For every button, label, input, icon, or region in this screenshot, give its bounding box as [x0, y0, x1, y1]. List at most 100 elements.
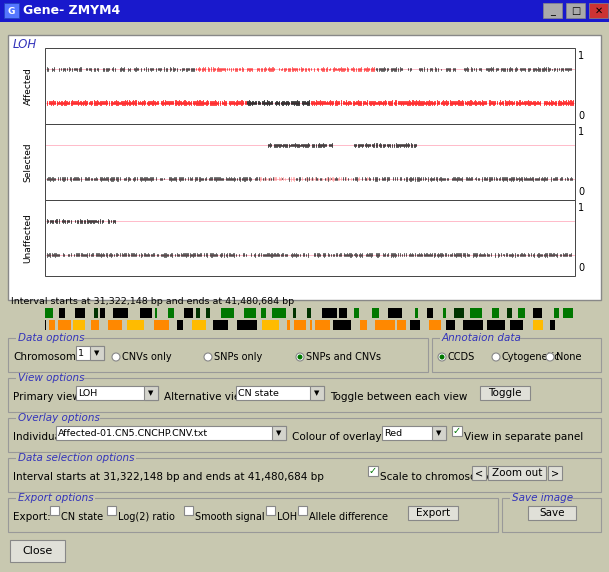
Text: Chromosome: Chromosome: [13, 352, 82, 362]
Text: Selected: Selected: [24, 142, 32, 182]
Text: SNPs and CNVs: SNPs and CNVs: [306, 352, 381, 362]
Text: LOH: LOH: [277, 512, 297, 522]
Text: ✓: ✓: [369, 466, 377, 476]
Bar: [76, 346, 104, 360]
Bar: [113, 308, 128, 318]
Bar: [236, 386, 324, 400]
Bar: [45, 200, 575, 276]
Bar: [76, 386, 158, 400]
Text: Data selection options: Data selection options: [18, 453, 135, 463]
Text: CNVs only: CNVs only: [122, 352, 172, 362]
Bar: [75, 308, 85, 318]
Text: ✕: ✕: [594, 6, 602, 16]
Bar: [463, 320, 483, 330]
Bar: [566, 3, 585, 18]
Text: LOH: LOH: [78, 388, 97, 398]
Text: ▼: ▼: [436, 430, 442, 436]
Bar: [206, 308, 210, 318]
Text: Individual: Individual: [13, 432, 64, 442]
Bar: [8, 418, 601, 452]
Text: Log(2) ratio: Log(2) ratio: [118, 512, 175, 522]
Bar: [410, 320, 420, 330]
Text: CCDS: CCDS: [448, 352, 475, 362]
Text: 1: 1: [578, 127, 584, 137]
Bar: [554, 308, 559, 318]
Bar: [443, 308, 446, 318]
Bar: [452, 426, 462, 436]
Text: Interval starts at 31,322,148 bp and ends at 41,480,684 bp: Interval starts at 31,322,148 bp and end…: [13, 472, 324, 482]
Text: □: □: [571, 6, 580, 16]
Bar: [427, 308, 433, 318]
Text: Scale to chromosome 1: Scale to chromosome 1: [380, 472, 503, 482]
Text: SNPs only: SNPs only: [214, 352, 262, 362]
Circle shape: [492, 353, 500, 361]
Bar: [154, 320, 169, 330]
Circle shape: [204, 353, 212, 361]
Text: Red: Red: [384, 428, 402, 438]
Bar: [262, 320, 279, 330]
Circle shape: [112, 353, 120, 361]
Text: Affected-01.CN5.CNCHP.CNV.txt: Affected-01.CN5.CNCHP.CNV.txt: [58, 428, 208, 438]
Text: 1: 1: [578, 51, 584, 61]
Bar: [510, 493, 568, 503]
Text: Unaffected: Unaffected: [24, 213, 32, 263]
Bar: [333, 320, 351, 330]
Bar: [470, 308, 482, 318]
Text: LOH: LOH: [13, 38, 37, 51]
Bar: [293, 308, 296, 318]
Text: Smooth signal: Smooth signal: [195, 512, 265, 522]
Bar: [4, 3, 19, 18]
Bar: [533, 320, 543, 330]
Bar: [487, 320, 505, 330]
Bar: [107, 506, 116, 515]
Text: Allele difference: Allele difference: [309, 512, 388, 522]
Text: View options: View options: [18, 373, 85, 383]
Bar: [237, 320, 257, 330]
Circle shape: [546, 353, 554, 361]
Bar: [375, 320, 395, 330]
Bar: [177, 320, 183, 330]
Bar: [8, 338, 428, 372]
Bar: [184, 308, 193, 318]
Bar: [354, 308, 359, 318]
Circle shape: [440, 355, 445, 359]
Bar: [91, 320, 99, 330]
Text: Close: Close: [23, 546, 52, 556]
Bar: [16, 373, 85, 383]
Circle shape: [296, 353, 304, 361]
Text: Alternative view: Alternative view: [164, 392, 248, 402]
Bar: [360, 320, 367, 330]
Bar: [589, 3, 608, 18]
Bar: [184, 506, 193, 515]
Bar: [59, 308, 65, 318]
Bar: [108, 320, 122, 330]
Text: 1: 1: [78, 348, 84, 358]
Bar: [408, 506, 458, 520]
Text: Overlay options: Overlay options: [18, 413, 100, 423]
Bar: [16, 333, 85, 343]
Bar: [507, 308, 512, 318]
Text: Affected: Affected: [24, 67, 32, 105]
Bar: [454, 308, 464, 318]
Circle shape: [438, 353, 446, 361]
Text: ▼: ▼: [94, 350, 100, 356]
Bar: [49, 320, 55, 330]
Bar: [244, 308, 256, 318]
Bar: [310, 386, 324, 400]
Bar: [0, 0, 609, 22]
Text: Save: Save: [539, 508, 565, 518]
Text: Colour of overlay: Colour of overlay: [292, 432, 381, 442]
Bar: [322, 308, 337, 318]
Bar: [10, 540, 65, 562]
Bar: [221, 308, 234, 318]
Text: G: G: [8, 6, 15, 15]
Bar: [45, 124, 575, 200]
Bar: [415, 308, 418, 318]
Bar: [8, 498, 498, 532]
Text: 0: 0: [578, 111, 584, 121]
Bar: [58, 320, 71, 330]
Bar: [310, 320, 312, 330]
Bar: [45, 320, 46, 330]
Bar: [528, 506, 576, 520]
Bar: [548, 466, 562, 480]
